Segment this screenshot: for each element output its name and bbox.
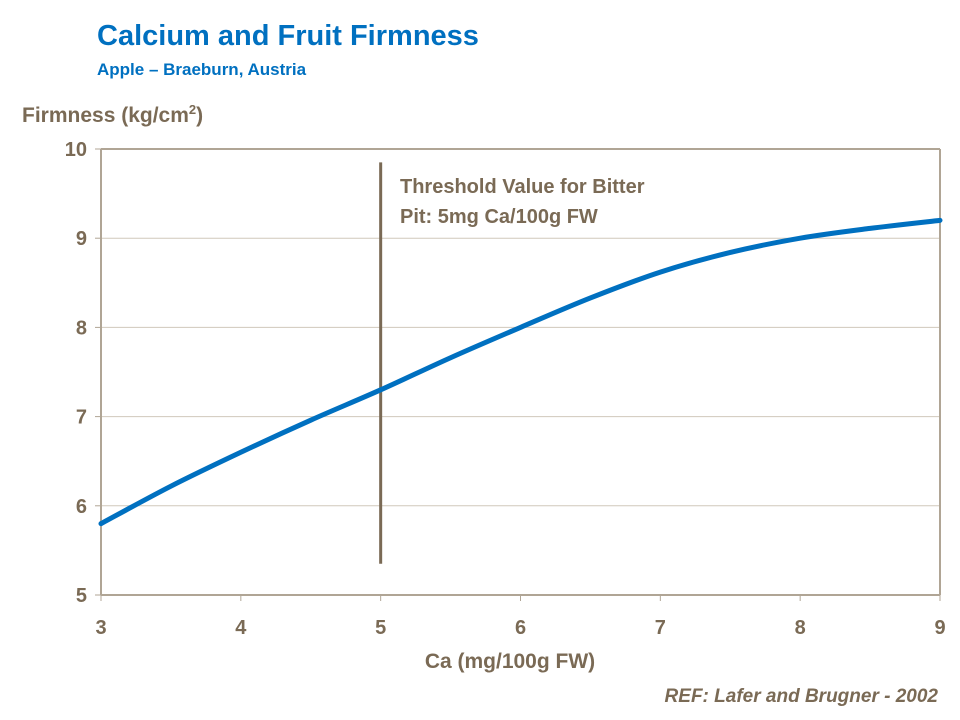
y-axis-label-text: Firmness (kg/cm <box>22 104 189 127</box>
chart-title: Calcium and Fruit Firmness <box>97 20 479 52</box>
x-tick-label: 6 <box>515 617 526 639</box>
y-tick-label: 9 <box>76 228 87 250</box>
x-tick-label: 3 <box>95 617 106 639</box>
threshold-annotation: Threshold Value for Bitter Pit: 5mg Ca/10… <box>400 172 644 232</box>
y-tick-label: 5 <box>76 585 87 607</box>
y-tick-label: 6 <box>76 496 87 518</box>
y-tick-label: 10 <box>65 139 87 161</box>
firmness-curve <box>98 217 943 527</box>
y-axis-label: Firmness (kg/cm2) <box>22 102 203 128</box>
x-tick-label: 9 <box>934 617 945 639</box>
chart-subtitle: Apple – Braeburn, Austria <box>97 60 307 79</box>
x-tick-label: 8 <box>795 617 806 639</box>
y-axis-label-end: ) <box>196 104 204 127</box>
y-tick-label: 8 <box>76 317 87 339</box>
y-tick-label: 7 <box>76 407 87 429</box>
x-tick-label: 5 <box>375 617 386 639</box>
threshold-label-line1: Threshold Value for Bitter <box>400 176 645 198</box>
x-axis-label: Ca (mg/100g FW) <box>424 650 596 673</box>
x-tick-label: 4 <box>235 617 247 639</box>
x-tick-label: 7 <box>655 617 666 639</box>
y-axis-label-sup: 2 <box>188 102 197 117</box>
threshold-label-line2: Pit: 5mg Ca/100g FW <box>400 206 598 228</box>
reference-note: REF: Lafer and Brugner - 2002 <box>664 686 938 707</box>
